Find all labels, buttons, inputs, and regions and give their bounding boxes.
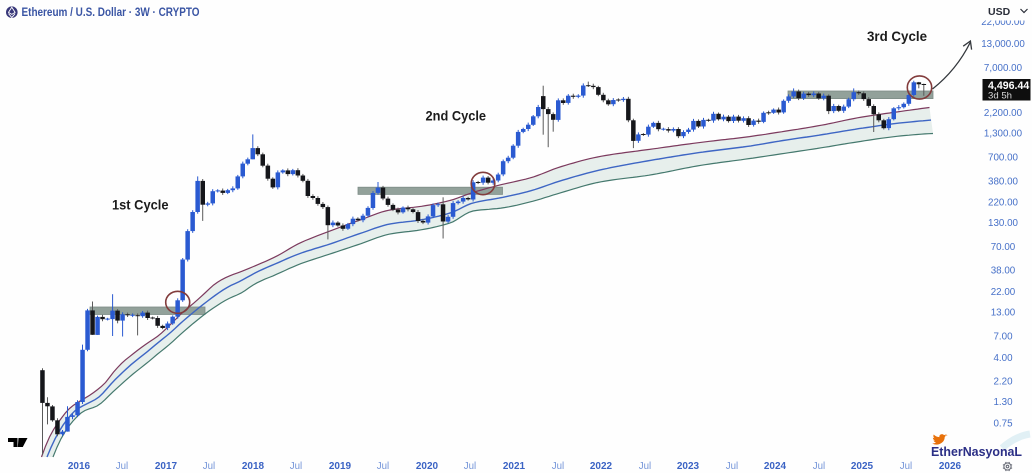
svg-text:Jul: Jul [203,461,215,472]
svg-text:1.30: 1.30 [993,397,1013,408]
svg-text:22,000.00: 22,000.00 [981,17,1025,28]
svg-text:38.00: 38.00 [991,266,1016,277]
svg-text:2024: 2024 [764,461,787,472]
svg-text:2021: 2021 [503,461,526,472]
svg-text:3rd Cycle: 3rd Cycle [867,28,927,44]
svg-text:1,300.00: 1,300.00 [984,128,1023,139]
svg-text:2023: 2023 [677,461,700,472]
svg-text:Jul: Jul [726,461,738,472]
svg-text:13.00: 13.00 [991,307,1016,318]
svg-text:Jul: Jul [290,461,302,472]
svg-text:2019: 2019 [329,461,352,472]
svg-text:7,000.00: 7,000.00 [984,63,1023,74]
svg-text:Jul: Jul [377,461,389,472]
svg-text:Jul: Jul [639,461,651,472]
svg-text:2025: 2025 [851,461,874,472]
svg-text:2026: 2026 [939,461,962,472]
svg-text:2020: 2020 [416,461,439,472]
svg-text:Jul: Jul [464,461,476,472]
svg-text:2018: 2018 [242,461,265,472]
svg-text:2017: 2017 [155,461,178,472]
svg-text:700.00: 700.00 [988,153,1019,164]
svg-text:2.20: 2.20 [993,376,1013,387]
svg-text:1st Cycle: 1st Cycle [112,197,169,213]
svg-text:13,000.00: 13,000.00 [981,39,1025,50]
svg-text:EtherNasyonaL: EtherNasyonaL [931,444,1022,459]
svg-text:2,200.00: 2,200.00 [984,108,1023,119]
svg-text:Jul: Jul [900,461,912,472]
svg-text:4.00: 4.00 [993,353,1013,364]
svg-text:0.75: 0.75 [993,418,1013,429]
svg-text:Jul: Jul [116,461,128,472]
svg-text:Jul: Jul [552,461,564,472]
svg-text:22.00: 22.00 [991,287,1016,298]
svg-text:Jul: Jul [813,461,825,472]
svg-text:380.00: 380.00 [988,176,1019,187]
svg-text:Ethereum / U.S. Dollar · 3W ·: Ethereum / U.S. Dollar · 3W · CRYPTO [22,5,200,19]
svg-text:2016: 2016 [68,461,91,472]
svg-text:130.00: 130.00 [988,218,1019,229]
svg-text:USD: USD [988,6,1011,18]
svg-text:220.00: 220.00 [988,198,1019,209]
svg-text:4,496.44: 4,496.44 [988,80,1029,92]
svg-text:2nd Cycle: 2nd Cycle [426,108,487,124]
svg-text:7.00: 7.00 [993,332,1013,343]
svg-text:70.00: 70.00 [991,242,1016,253]
svg-text:3d 5h: 3d 5h [988,91,1012,102]
svg-text:2022: 2022 [590,461,613,472]
